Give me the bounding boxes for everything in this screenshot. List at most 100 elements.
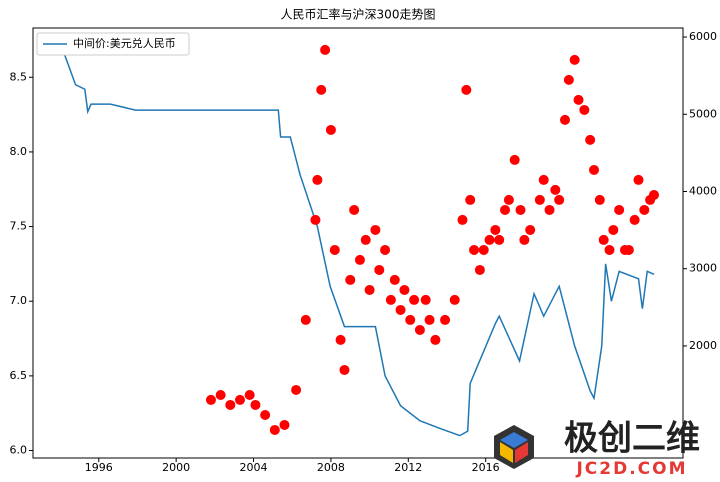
scatter-point [648,189,659,200]
scatter-point [544,204,555,215]
scatter-point [519,234,530,245]
scatter-point [339,364,350,375]
y-tick-label: 6.0 [10,444,28,457]
x-tick-label: 2004 [240,461,268,474]
scatter-point [430,334,441,345]
scatter-point [320,44,331,55]
y-tick-label: 7.0 [10,294,28,307]
scatter-point [465,194,476,205]
scatter-point [405,314,416,325]
scatter-point [424,314,435,325]
scatter-point [395,304,406,315]
scatter-point [440,314,451,325]
scatter-point [345,274,356,285]
scatter-point [291,384,302,395]
scatter-point [484,234,495,245]
x-tick-label: 2008 [317,461,345,474]
scatter-point [457,214,468,225]
scatter-point [474,264,485,275]
x-tick-label: 2016 [472,461,500,474]
legend-label: 中间价:美元兑人民币 [73,36,176,50]
scatter-point [354,254,365,265]
watermark-icon-top [500,432,528,448]
y-tick-label: 8.0 [10,145,28,158]
scatter-point [414,324,425,335]
scatter-point [579,104,590,115]
scatter-point [538,174,549,185]
scatter-point [554,194,565,205]
watermark-icon-left [500,442,513,463]
scatter-point [563,74,574,85]
scatter-point [234,394,245,405]
scatter-point [374,264,385,275]
scatter-point [380,244,391,255]
scatter-point [608,224,619,235]
x-tick-label: 2012 [394,461,422,474]
chart-title: 人民币汇率与沪深300走势图 [281,7,436,22]
scatter-point [244,389,255,400]
scatter-point [300,314,311,325]
x-tick-label: 1996 [85,461,113,474]
y-tick-label: 8.5 [10,70,28,83]
scatter-point [509,154,520,165]
scatter-point [614,204,625,215]
scatter-point [205,394,216,405]
watermark-text: 极创二维 [564,419,700,459]
scatter-point [503,194,514,205]
scatter-point [573,94,584,105]
scatter-point [269,424,280,435]
scatter-point [598,234,609,245]
y-tick-label: 7.5 [10,220,28,233]
scatter-point [325,124,336,135]
scatter-point [569,54,580,65]
scatter-point [335,334,346,345]
scatter-point [409,294,420,305]
scatter-point [389,274,400,285]
scatter-point [623,244,634,255]
scatter-point [490,224,501,235]
plot-frame [32,27,684,459]
watermark-url: JC2D.COM [575,459,687,479]
scatter-point [461,84,472,95]
watermark-icon-right [515,442,528,463]
x-tick-label: 2000 [162,461,190,474]
scatter-point [349,204,360,215]
scatter-point [525,224,536,235]
scatter-point [469,244,480,255]
scatter-point [250,399,261,410]
scatter-point [589,164,600,175]
scatter-point [316,84,327,95]
y2-tick-label: 2000 [689,339,717,352]
y2-tick-label: 5000 [689,107,717,120]
scatter-point [550,184,561,195]
legend-box [36,32,190,56]
scatter-point [639,204,650,215]
scatter-point [310,214,321,225]
scatter-point [360,234,371,245]
scatter-point [604,244,615,255]
watermark: 极创二维 JC2D.COM [494,419,700,479]
line [60,44,655,437]
scatter-point [478,244,489,255]
scatter-point [585,134,596,145]
scatter-point [385,294,396,305]
y2-tick-label: 6000 [689,30,717,43]
scatter-point [260,409,271,420]
scatter-point [312,174,323,185]
scatter-point [279,419,290,430]
scatter-point [225,399,236,410]
scatter-point [515,204,526,215]
scatter-point [215,389,226,400]
scatter-point [559,114,570,125]
scatter-point [364,284,375,295]
scatter-point [494,234,505,245]
scatter-point [329,244,340,255]
scatter-point [629,214,640,225]
scatter-point [370,224,381,235]
y-tick-label: 6.5 [10,369,28,382]
scatter-point [449,294,460,305]
scatter-point [420,294,431,305]
scatter-point [534,194,545,205]
scatter-point [500,204,511,215]
